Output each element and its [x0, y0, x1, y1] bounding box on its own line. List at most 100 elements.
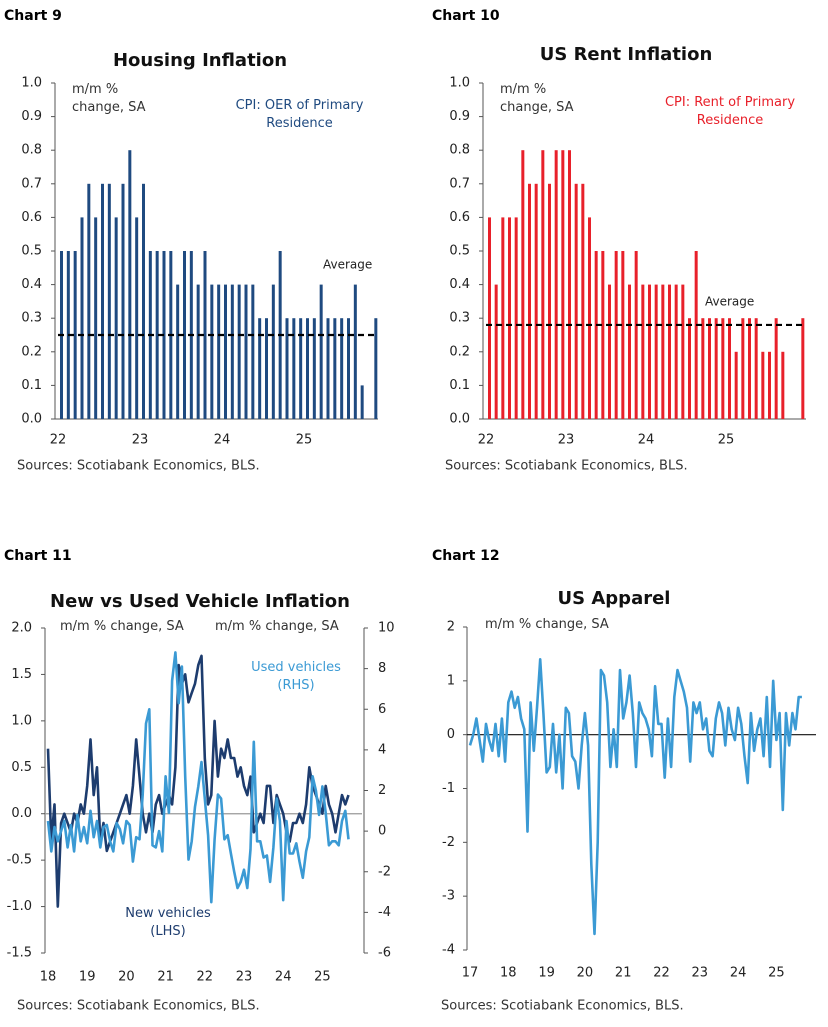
x-tick-label: 19 [538, 966, 555, 981]
bar [265, 318, 268, 419]
y-tick-label: -3 [442, 889, 455, 904]
y-tick-label: 2 [447, 620, 455, 635]
x-tick-label: 20 [577, 966, 594, 981]
bar [183, 251, 186, 419]
y-tick-label: 0.6 [21, 210, 42, 225]
bar [688, 318, 691, 419]
bar [374, 318, 378, 419]
x-tick-label: 23 [558, 433, 575, 448]
bar [614, 251, 618, 419]
y-tick-label: 0.6 [449, 210, 470, 225]
chart-title: New vs Used Vehicle Inflation [50, 591, 350, 612]
chart-label: Chart 11 [4, 548, 72, 564]
unit-label: m/m % change, SA [60, 619, 184, 634]
source-note: Sources: Scotiabank Economics, BLS. [17, 999, 260, 1014]
x-tick-label: 21 [157, 970, 174, 985]
chart-panel: Chart 10 US Rent Inflation Sources: Scotia… [432, 8, 806, 474]
source-note: Sources: Scotiabank Economics, BLS. [441, 999, 684, 1014]
bar [661, 284, 665, 419]
y-tick-label: 1.0 [11, 713, 32, 728]
chart-title: US Rent Inflation [540, 44, 713, 65]
bar [251, 284, 255, 419]
bar [774, 318, 778, 419]
y-tick-label: 0 [447, 727, 455, 742]
series-label-box: CPI: OER of Primary Residence [236, 98, 364, 131]
bar [299, 318, 303, 419]
x-tick-label: 21 [615, 966, 632, 981]
y-tick-label: 0.4 [21, 277, 42, 292]
bar [237, 284, 241, 419]
bar [107, 183, 111, 419]
bar [312, 318, 316, 419]
x-tick-label: 22 [653, 966, 670, 981]
bar [135, 217, 139, 419]
bar [568, 150, 571, 419]
y-tick-label: 0.0 [449, 412, 470, 427]
y-tick-label: 0.2 [21, 344, 42, 359]
chart-title: US Apparel [558, 588, 671, 609]
bar [101, 183, 104, 419]
bar [548, 183, 551, 419]
x-tick-label: 25 [296, 433, 313, 448]
unit-label-box: m/m % change, SA [485, 617, 609, 632]
x-tick-label: 24 [214, 433, 231, 448]
bar [353, 284, 357, 419]
bar [648, 284, 651, 419]
source-note: Sources: Scotiabank Economics, BLS. [17, 459, 260, 474]
bar [668, 284, 671, 419]
y-tick-label: 2.0 [11, 621, 32, 636]
y-tick-label: 0.3 [449, 311, 470, 326]
chart-label: Chart 12 [432, 548, 500, 564]
y-tick-label: 1 [447, 673, 455, 688]
line-series [470, 659, 808, 934]
bar [801, 318, 805, 419]
y2-tick-label: 2 [378, 783, 386, 798]
bar [94, 217, 98, 419]
y-tick-label: -4 [442, 943, 455, 958]
bar [694, 251, 698, 419]
series-label: CPI: Rent of Primary Residence [664, 95, 796, 128]
y-tick-label: 0.5 [11, 760, 32, 775]
bar [155, 251, 159, 419]
bar [319, 284, 323, 419]
y-tick-label: 1.5 [11, 667, 32, 682]
bar [681, 284, 685, 419]
x-tick-label: 23 [692, 966, 709, 981]
y2-tick-label: 8 [378, 661, 386, 676]
bar [326, 318, 330, 419]
bar [741, 318, 745, 419]
bar [628, 284, 631, 419]
y2-tick-label: -4 [378, 905, 391, 920]
bar [754, 318, 758, 419]
bar [210, 284, 214, 419]
bar [594, 251, 598, 419]
unit-label-box: m/m % change, SA [72, 82, 146, 115]
y-tick-label: -1.0 [7, 899, 32, 914]
bar [708, 318, 711, 419]
unit-label-box: m/m % change, SA [60, 619, 184, 634]
bar [244, 284, 248, 419]
average-label: Average [705, 295, 754, 309]
bar [306, 318, 309, 419]
bar [230, 284, 234, 419]
bar [176, 284, 180, 419]
x-tick-label: 22 [50, 433, 67, 448]
bar [781, 351, 785, 419]
unit-label: m/m % change, SA [485, 617, 609, 632]
x-tick-label: 22 [197, 970, 214, 985]
bar [654, 284, 658, 419]
series-label-box: New vehicles (LHS) [125, 906, 211, 939]
chart-label: Chart 10 [432, 8, 500, 24]
x-tick-label: 24 [275, 970, 292, 985]
bar [768, 351, 771, 419]
bar [271, 284, 275, 419]
bar [514, 217, 518, 419]
bar [561, 150, 565, 419]
bar [292, 318, 296, 419]
bar [634, 251, 638, 419]
y2-tick-label: -6 [378, 946, 391, 961]
bar [608, 284, 611, 419]
x-tick-label: 18 [500, 966, 517, 981]
